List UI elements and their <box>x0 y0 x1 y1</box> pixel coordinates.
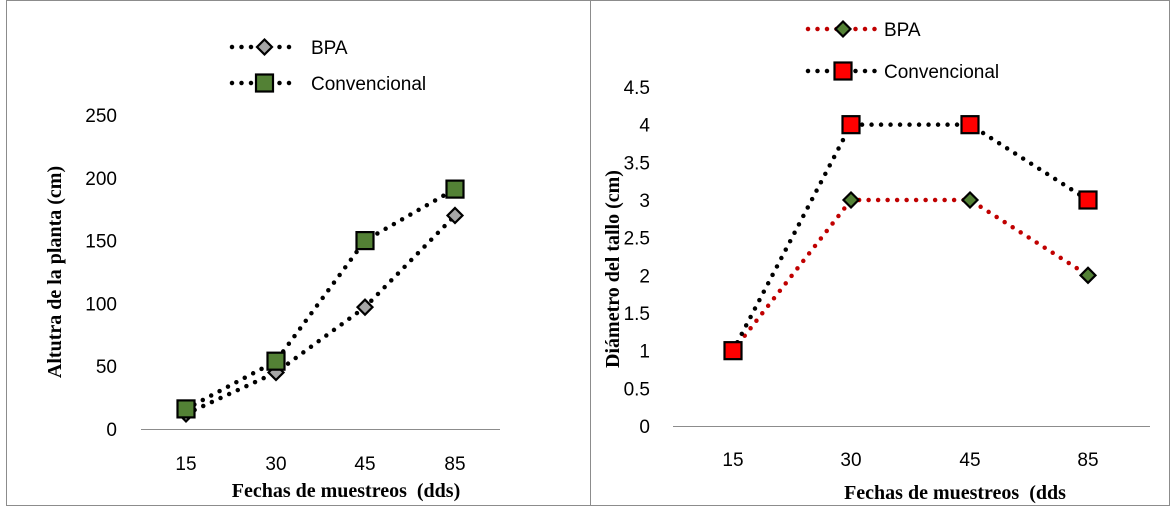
data-point-marker <box>841 115 861 135</box>
chart-2-y-ticks: 0 0.5 1 1.5 2 2.5 3 3.5 4 4.5 <box>624 78 651 438</box>
data-point-marker <box>1078 266 1098 285</box>
legend-label: Convencional <box>311 74 426 95</box>
chart-2-frame <box>590 0 1170 506</box>
y-tick-label: 150 <box>85 232 117 253</box>
y-tick-label: 1 <box>639 342 650 363</box>
data-point-marker <box>445 179 465 199</box>
chart-1-x-ticks: 15 30 45 85 <box>175 454 465 475</box>
series-bpa <box>176 206 465 423</box>
data-point-marker <box>1078 190 1098 210</box>
y-tick-label: 4.5 <box>624 78 650 99</box>
y-tick-label: 0 <box>639 417 650 438</box>
chart-2-series <box>723 115 1098 361</box>
data-point-marker <box>960 115 980 135</box>
y-tick-label: 3.5 <box>624 153 650 174</box>
series-line <box>183 186 458 412</box>
legend-entry-convencional: Convencional <box>229 73 426 95</box>
y-tick-label: 2.5 <box>624 229 650 250</box>
series-bpa <box>723 190 1098 360</box>
y-tick-label: 250 <box>85 106 117 127</box>
x-tick-label: 85 <box>444 454 465 475</box>
legend-marker <box>833 61 853 81</box>
y-tick-label: 4 <box>639 116 650 137</box>
y-tick-label: 50 <box>96 357 117 378</box>
y-tick-label: 2 <box>639 266 650 287</box>
chart-2-y-axis-title: Diámetro del tallo (cm) <box>602 170 624 368</box>
y-tick-label: 3 <box>639 191 650 212</box>
series-convencional <box>176 179 465 419</box>
legend-entry-bpa: BPA <box>805 19 921 41</box>
chart-1-plant-height: BPA Convencional 0 50 100 150 200 250 15 30 45 85… <box>44 37 500 502</box>
y-tick-label: 100 <box>85 294 117 315</box>
y-tick-label: 1.5 <box>624 304 650 325</box>
x-tick-label: 30 <box>840 450 861 471</box>
data-point-marker <box>355 298 375 317</box>
series-convencional <box>723 115 1098 361</box>
data-point-marker <box>445 206 465 225</box>
y-tick-label: 0 <box>106 420 117 441</box>
legend-label: Convencional <box>884 62 999 83</box>
chart-2-legend: BPA Convencional <box>805 19 999 83</box>
y-tick-label: 200 <box>85 169 117 190</box>
chart-2-stem-diameter: BPA Convencional 0 0.5 1 1.5 2 2.5 3 3.5 4 4.5 15 3… <box>602 19 1150 504</box>
y-tick-label: 0.5 <box>624 379 650 400</box>
chart-1-series <box>176 179 465 423</box>
x-tick-label: 45 <box>959 450 980 471</box>
legend-marker <box>255 37 274 57</box>
data-point-marker <box>355 231 375 251</box>
legend-label: BPA <box>311 38 348 59</box>
chart-1-y-ticks: 0 50 100 150 200 250 <box>85 106 117 441</box>
x-tick-label: 85 <box>1077 450 1098 471</box>
chart-1-y-axis-title: Altutra de la planta (cm) <box>44 166 66 378</box>
legend-entry-bpa: BPA <box>229 37 348 59</box>
data-point-marker <box>960 190 980 210</box>
series-line <box>730 197 1091 353</box>
legend-entry-convencional: Convencional <box>805 61 999 83</box>
data-point-marker <box>176 399 196 419</box>
x-tick-label: 15 <box>175 454 196 475</box>
chart-2-x-axis-title: Fechas de muestreos (dds <box>844 482 1066 504</box>
data-point-marker <box>266 351 286 371</box>
x-tick-label: 15 <box>722 450 743 471</box>
x-tick-label: 30 <box>265 454 286 475</box>
legend-marker <box>254 73 275 93</box>
legend-marker <box>833 19 853 39</box>
x-tick-label: 45 <box>354 454 375 475</box>
series-line <box>730 122 1091 353</box>
data-point-marker <box>723 341 743 361</box>
chart-1-x-axis-title: Fechas de muestreos (dds) <box>232 480 461 502</box>
chart-2-x-ticks: 15 30 45 85 <box>722 450 1098 471</box>
series-line <box>183 213 458 417</box>
chart-1-legend: BPA Convencional <box>229 37 426 95</box>
data-point-marker <box>841 190 861 210</box>
legend-label: BPA <box>884 20 921 41</box>
